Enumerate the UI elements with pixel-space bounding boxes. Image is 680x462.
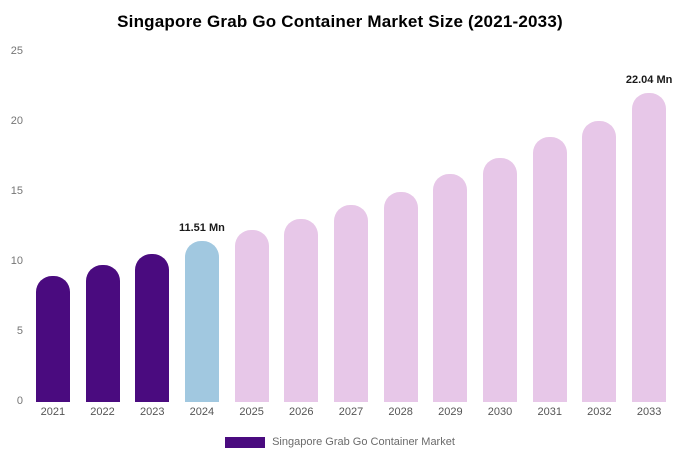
bar-value-label-2033: 22.04 Mn (625, 74, 673, 87)
x-tick-label-2033: 2033 (636, 406, 662, 418)
bar-value-label-2024: 11.51 Mn (178, 221, 225, 234)
bar-2024 (184, 240, 219, 402)
y-tick-label: 5 (16, 325, 23, 337)
plot-area: 11.51 Mn 22.04 Mn (28, 52, 674, 402)
bar-column-2022 (78, 52, 128, 402)
bar-2032 (582, 120, 617, 402)
bar-column-2024: 11.51 Mn (177, 52, 227, 402)
x-tick-label-2032: 2032 (587, 406, 612, 418)
bar-column-2028 (376, 52, 426, 402)
bar-2022 (85, 264, 120, 402)
bar-2023 (135, 253, 170, 402)
bar-column-2029 (426, 52, 476, 402)
x-tick-label-2023: 2023 (139, 406, 165, 418)
chart-area: 0 5 10 15 20 25 11.51 Mn 22.04 Mn (0, 45, 680, 407)
bar-2027 (333, 204, 368, 402)
legend: Singapore Grab Go Container Market (0, 436, 680, 448)
x-tick-label-2027: 2027 (338, 406, 364, 418)
x-tick-label-2026: 2026 (289, 406, 314, 418)
chart-title: Singapore Grab Go Container Market Size … (117, 12, 563, 31)
bar-column-2030 (475, 52, 525, 402)
bar-2025 (234, 229, 269, 402)
legend-swatch (225, 436, 266, 448)
bar-column-2023 (127, 52, 177, 402)
bar-2029 (433, 173, 468, 402)
x-tick-label-2021: 2021 (40, 406, 66, 418)
x-tick-label-2030: 2030 (487, 406, 513, 418)
legend-label: Singapore Grab Go Container Market (272, 436, 455, 448)
bar-2021 (35, 276, 70, 402)
x-tick-label-2031: 2031 (537, 406, 562, 418)
bar-column-2027 (326, 52, 376, 402)
x-tick-label-2028: 2028 (388, 406, 413, 418)
x-tick-label-2024: 2024 (189, 406, 215, 418)
bar-2030 (483, 158, 518, 402)
bar-column-2032 (575, 52, 625, 402)
bar-column-2021 (28, 52, 78, 402)
bar-column-2033: 22.04 Mn (624, 52, 674, 402)
bar-2031 (532, 137, 567, 402)
bar-column-2026 (276, 52, 326, 402)
x-tick-label-2025: 2025 (239, 406, 264, 418)
bar-2028 (383, 192, 418, 402)
y-tick-label: 0 (16, 395, 23, 407)
y-tick-label: 20 (10, 115, 23, 127)
y-tick-label: 15 (10, 185, 23, 197)
y-axis: 0 5 10 15 20 25 (0, 45, 28, 407)
bar-2033 (632, 93, 667, 402)
x-tick-label-2029: 2029 (438, 406, 463, 418)
bar-column-2031 (525, 52, 575, 402)
bar-2026 (284, 218, 319, 402)
bar-column-2025 (227, 52, 277, 402)
y-tick-label: 10 (10, 255, 23, 267)
x-axis: 2021 2022 2023 2024 2025 2026 2027 2028 2029 2030… (28, 406, 674, 418)
y-tick-label: 25 (10, 45, 23, 57)
x-tick-label-2022: 2022 (90, 406, 115, 418)
